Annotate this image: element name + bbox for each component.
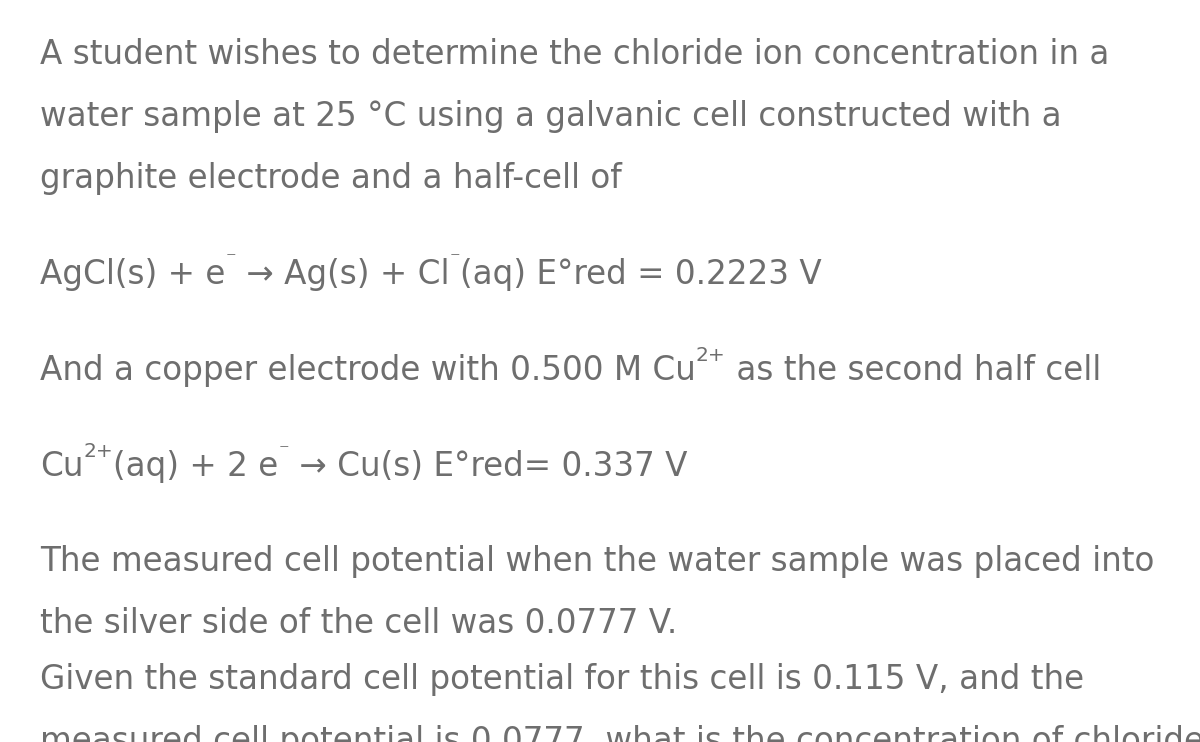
Text: Cu: Cu: [40, 450, 84, 483]
Text: graphite electrode and a half-cell of: graphite electrode and a half-cell of: [40, 162, 622, 195]
Text: Given the standard cell potential for this cell is 0.115 V, and the: Given the standard cell potential for th…: [40, 663, 1084, 696]
Text: ⁻: ⁻: [226, 250, 236, 269]
Text: ⁻: ⁻: [278, 442, 289, 461]
Text: 2+: 2+: [696, 346, 726, 365]
Text: → Cu(s) E°red= 0.337 V: → Cu(s) E°red= 0.337 V: [289, 450, 688, 483]
Text: A student wishes to determine the chloride ion concentration in a: A student wishes to determine the chlori…: [40, 38, 1109, 71]
Text: And a copper electrode with 0.500 M Cu: And a copper electrode with 0.500 M Cu: [40, 354, 696, 387]
Text: → Ag(s) + Cl: → Ag(s) + Cl: [236, 258, 450, 291]
Text: (aq) E°red = 0.2223 V: (aq) E°red = 0.2223 V: [460, 258, 822, 291]
Text: water sample at 25 °C using a galvanic cell constructed with a: water sample at 25 °C using a galvanic c…: [40, 100, 1062, 133]
Text: measured cell potential is 0.0777, what is the concentration of chloride: measured cell potential is 0.0777, what …: [40, 725, 1200, 742]
Text: (aq) + 2 e: (aq) + 2 e: [113, 450, 278, 483]
Text: as the second half cell: as the second half cell: [726, 354, 1100, 387]
Text: 2+: 2+: [84, 442, 113, 461]
Text: ⁻: ⁻: [450, 250, 460, 269]
Text: AgCl(s) + e: AgCl(s) + e: [40, 258, 226, 291]
Text: The measured cell potential when the water sample was placed into: The measured cell potential when the wat…: [40, 545, 1154, 578]
Text: the silver side of the cell was 0.0777 V.: the silver side of the cell was 0.0777 V…: [40, 607, 677, 640]
